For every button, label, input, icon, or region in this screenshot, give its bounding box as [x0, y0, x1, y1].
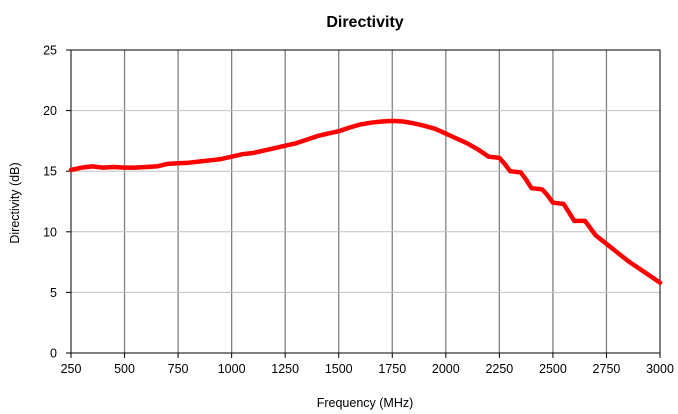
data-point: [155, 165, 158, 168]
data-point: [637, 267, 640, 269]
x-tick-label: 250: [61, 362, 82, 376]
x-tick-label: 2750: [593, 362, 621, 376]
x-tick-label: 1000: [218, 362, 246, 376]
data-point: [305, 138, 308, 141]
data-point: [337, 130, 340, 133]
chart-title: Directivity: [326, 14, 403, 31]
data-point: [230, 155, 233, 158]
data-point: [402, 120, 404, 123]
x-tick-label: 1750: [378, 362, 406, 376]
data-point: [466, 142, 469, 145]
data-point: [477, 148, 479, 151]
data-point: [509, 170, 511, 172]
data-point: [166, 163, 169, 165]
data-point: [412, 122, 415, 125]
data-point: [316, 135, 319, 137]
data-point: [525, 178, 527, 181]
y-tick-label: 20: [43, 104, 57, 118]
data-point: [546, 194, 549, 197]
data-point: [584, 220, 586, 222]
series-layer: [68, 118, 663, 285]
data-point: [370, 121, 372, 124]
data-point: [445, 132, 447, 135]
data-point: [359, 123, 361, 126]
x-axis-label: Frequency (MHz): [317, 396, 414, 410]
data-point: [113, 166, 115, 168]
data-point: [177, 162, 179, 165]
y-tick-label: 15: [43, 165, 57, 179]
data-point: [573, 220, 576, 222]
x-tick-label: 2500: [539, 362, 567, 376]
data-point: [145, 166, 147, 168]
data-point: [327, 132, 329, 135]
data-point: [503, 163, 506, 165]
data-point: [391, 120, 394, 122]
data-point: [91, 165, 94, 168]
data-point: [220, 158, 222, 160]
data-point: [562, 203, 565, 205]
data-point: [80, 166, 83, 169]
data-point: [284, 144, 286, 147]
x-tick-label: 2250: [485, 362, 513, 376]
plot-area-frame: [70, 49, 661, 354]
data-point: [123, 166, 126, 169]
x-tick-label: 500: [114, 362, 135, 376]
y-tick-label: 5: [50, 286, 57, 300]
x-tick-label: 2000: [432, 362, 460, 376]
data-point: [605, 243, 608, 245]
data-point: [423, 124, 426, 127]
data-point: [134, 166, 137, 169]
data-point: [594, 234, 597, 237]
data-point: [198, 160, 201, 163]
x-tick-label: 3000: [646, 362, 674, 376]
data-point: [568, 211, 570, 214]
y-axis-tick-labels: 0 5 10 15 20 25: [43, 44, 57, 361]
x-tick-label: 1500: [325, 362, 353, 376]
y-tick-label: 0: [50, 347, 57, 361]
data-point: [209, 159, 212, 162]
x-tick-label: 750: [168, 362, 189, 376]
data-point: [541, 188, 543, 191]
y-tick-label: 10: [43, 225, 57, 239]
data-point: [348, 126, 351, 129]
y-tick-label: 25: [43, 44, 57, 58]
data-point: [262, 149, 265, 152]
data-point: [273, 147, 276, 149]
x-tick-label: 1250: [271, 362, 299, 376]
data-point: [552, 201, 554, 204]
data-point: [102, 166, 104, 169]
series-line-0: [68, 118, 663, 285]
data-point: [627, 260, 629, 262]
data-point: [434, 127, 436, 130]
data-point: [252, 152, 254, 154]
data-point: [648, 274, 651, 277]
data-point: [659, 281, 661, 284]
data-point: [589, 227, 592, 229]
data-point: [188, 161, 190, 164]
data-point: [70, 169, 72, 171]
data-point: [241, 153, 244, 156]
data-point: [519, 171, 522, 174]
data-point: [295, 142, 297, 145]
x-axis-tick-labels: 250 500 750 1000 1250 1500 1750 2000 2250 2500 275…: [61, 362, 674, 376]
axis-ticks: [66, 49, 661, 358]
grid-lines: [71, 50, 660, 353]
data-point: [455, 137, 458, 140]
data-point: [616, 251, 618, 254]
data-point: [487, 155, 490, 158]
data-point: [498, 157, 501, 159]
y-axis-label: Directivity (dB): [8, 162, 22, 243]
data-point: [380, 120, 383, 123]
data-point: [530, 187, 533, 189]
